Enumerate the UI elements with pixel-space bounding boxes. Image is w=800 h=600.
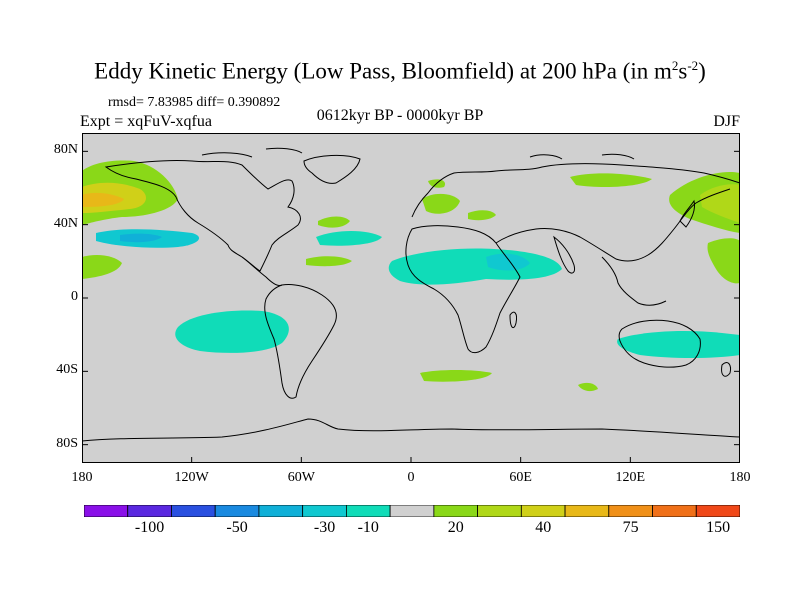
- colorbar-swatch: [433, 505, 479, 517]
- colorbar-label: -100: [134, 519, 165, 536]
- colorbar-swatch: [695, 505, 740, 517]
- region-arctic-east-positive: [570, 173, 652, 187]
- season-label: DJF: [713, 113, 740, 130]
- colorbar-label: -50: [226, 519, 248, 536]
- colorbar-label: 150: [706, 519, 731, 536]
- colorbar-label: 20: [447, 519, 464, 536]
- region-subtropical-pacific-positive: [82, 255, 122, 279]
- colorbar-swatch: [171, 505, 216, 517]
- anomaly-regions: [82, 160, 740, 392]
- rmsd-label: rmsd= 7.83985 diff= 0.390892: [108, 95, 281, 110]
- colorbar-swatch: [214, 505, 260, 517]
- region-west-pacific-core-positive: [700, 184, 740, 223]
- colorbar-swatch: [520, 505, 566, 517]
- coast-southeast-asia: [601, 256, 667, 306]
- map-background: [82, 133, 740, 463]
- region-australia-negative: [617, 331, 740, 358]
- period-label: 0612kyr BP - 0000kyr BP: [316, 107, 484, 124]
- x-tick-label: 60E: [509, 470, 532, 485]
- x-tick-label: 0: [407, 470, 415, 485]
- region-europe-positive: [422, 193, 460, 214]
- y-tick-label: 40S: [56, 362, 78, 378]
- colorbar: [84, 505, 740, 517]
- coast-antarctica: [82, 418, 740, 442]
- coast-south-america: [264, 284, 337, 399]
- y-tick-label: 40N: [53, 215, 78, 231]
- coast-india: [553, 235, 575, 274]
- region-nw-pacific-positive: [707, 238, 740, 284]
- coastlines: [82, 147, 740, 442]
- coast-arctic-islands: [201, 147, 635, 160]
- colorbar-swatch: [345, 505, 391, 517]
- experiment-label: Expt = xqFuV-xqfua: [80, 113, 212, 130]
- region-southern-ocean-positive: [420, 370, 492, 382]
- x-tick-label: 180: [729, 470, 751, 485]
- colorbar-swatch: [564, 505, 610, 517]
- y-tick-label: 80S: [56, 435, 78, 451]
- colorbar-swatch: [389, 505, 435, 517]
- colorbar-swatch: [127, 505, 172, 517]
- y-tick-label: 80N: [53, 142, 78, 158]
- coast-australia: [618, 319, 701, 368]
- colorbar-swatch: [608, 505, 653, 517]
- coast-africa: [405, 225, 521, 354]
- y-tick-label: 0: [71, 289, 78, 304]
- colorbar-swatch: [652, 505, 697, 517]
- region-west-africa-positive: [306, 256, 352, 267]
- coast-madagascar: [509, 311, 517, 329]
- region-north-pacific-core-inner: [82, 192, 124, 207]
- region-atlantic-negative: [316, 231, 382, 246]
- colorbar-swatch: [477, 505, 522, 517]
- x-tickmarks: [82, 457, 740, 463]
- colorbar-swatch: [84, 505, 129, 517]
- colorbar-label: 40: [535, 519, 552, 536]
- colorbar-label: -10: [357, 519, 379, 536]
- x-tick-label: 120E: [615, 470, 646, 485]
- colorbar-label: -30: [313, 519, 336, 536]
- region-mideast-positive: [468, 210, 496, 221]
- map-panel: [82, 133, 740, 463]
- x-tick-label: 180: [71, 470, 93, 485]
- coast-central-america: [241, 256, 283, 286]
- coast-new-zealand: [721, 362, 731, 377]
- x-tick-label: 60W: [287, 470, 315, 485]
- colorbar-label: 75: [622, 519, 639, 536]
- chart-title: Eddy Kinetic Energy (Low Pass, Bloomfiel…: [94, 58, 706, 84]
- coast-north-america: [104, 159, 301, 272]
- region-arabia-negative: [486, 253, 530, 271]
- region-north-pacific-negative-core: [120, 233, 162, 243]
- region-southern-indian-positive: [578, 382, 598, 392]
- coast-greenland: [303, 154, 361, 184]
- coast-asia: [495, 188, 731, 262]
- colorbar-swatch: [258, 505, 304, 517]
- coast-japan: [679, 199, 695, 228]
- x-tick-label: 120W: [174, 470, 209, 485]
- coast-europe: [411, 163, 740, 218]
- y-tickmarks: [82, 150, 740, 446]
- colorbar-swatch: [302, 505, 347, 517]
- region-south-pacific-negative: [175, 310, 289, 353]
- region-north-atlantic-positive: [318, 216, 350, 228]
